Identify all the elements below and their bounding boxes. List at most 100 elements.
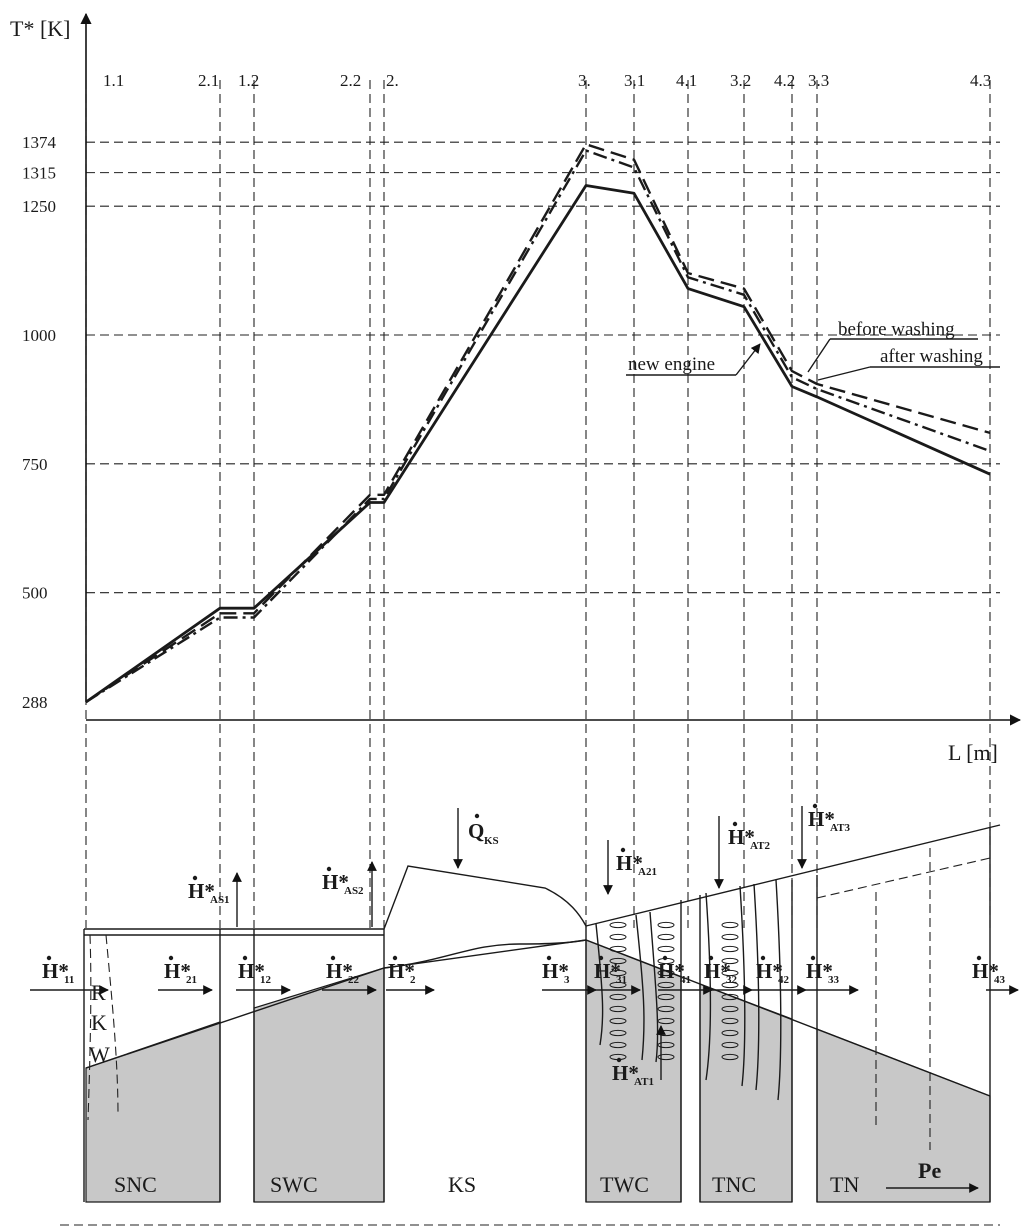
cooling-hole bbox=[657, 945, 675, 953]
flow-label-32-dot bbox=[708, 955, 714, 961]
cool-label-a21-text: H* bbox=[616, 851, 643, 875]
cooling-hole bbox=[657, 981, 675, 989]
flow-label-41-dot bbox=[662, 955, 668, 961]
cool-label-at2-text: H* bbox=[728, 825, 755, 849]
series-line-new-engine bbox=[85, 184, 991, 704]
x-axis-label: L [m] bbox=[948, 740, 998, 765]
tn-casing-dashed bbox=[816, 857, 991, 899]
flow-label-33-dot bbox=[810, 955, 816, 961]
flow-label-12-dot bbox=[242, 955, 248, 961]
station-label: 4.3 bbox=[970, 71, 991, 90]
flow-label-21: H*21 bbox=[164, 955, 197, 986]
cooling-hole bbox=[721, 1041, 739, 1049]
flow-label-43: H*43 bbox=[972, 955, 1006, 986]
y-tick-label: 500 bbox=[22, 584, 48, 603]
flow-label-2-text: H* bbox=[388, 959, 415, 983]
cooling-hole bbox=[609, 1005, 627, 1013]
section-label-snc: SNC bbox=[114, 1172, 157, 1197]
flow-label-43-text: H* bbox=[972, 959, 999, 983]
cool-label-at1-text: H* bbox=[612, 1061, 639, 1085]
flow-label-22-text: H* bbox=[326, 959, 353, 983]
twc-stator-blade bbox=[595, 923, 604, 1046]
tnc-rotor bbox=[753, 883, 760, 1091]
cooling-hole bbox=[721, 993, 739, 1001]
bleed-label-as2-sub: AS2 bbox=[344, 885, 364, 897]
section-label-twc: TWC bbox=[600, 1172, 649, 1197]
legend-arrow-new bbox=[735, 343, 761, 376]
enthalpy-flows: H*11 H*21 H*12 H*22 H*2 H*3 H*31 H*41 H*32 H*42 H*… bbox=[30, 803, 1019, 1088]
flow-label-42-sub: 42 bbox=[778, 974, 790, 986]
station-label: 4.2 bbox=[774, 71, 795, 90]
cooling-hole bbox=[609, 1017, 627, 1025]
tnc-blade-left bbox=[705, 892, 712, 1081]
legend-leader-after-diag bbox=[817, 366, 871, 381]
flow-label-3-text: H* bbox=[542, 959, 569, 983]
flow-label-32-sub: 32 bbox=[726, 974, 738, 986]
y-tick-label: 1374 bbox=[22, 133, 57, 152]
section-label-tnc: TNC bbox=[712, 1172, 756, 1197]
rkw-letter-k: K bbox=[91, 1010, 107, 1035]
station-label: 1.2 bbox=[238, 71, 259, 90]
flow-label-33-sub: 33 bbox=[828, 974, 840, 986]
engine-schematic: R K W SNC SWC KS TWC TNC TN Pe H*11 H*21 H… bbox=[30, 803, 1019, 1226]
flow-label-42: H*42 bbox=[756, 955, 790, 986]
flow-label-12-sub: 12 bbox=[260, 974, 272, 986]
flow-label-21-sub: 21 bbox=[186, 974, 197, 986]
cool-label-at1-sub: AT1 bbox=[634, 1076, 654, 1088]
flow-label-21-dot bbox=[168, 955, 174, 961]
y-tick-label: 1250 bbox=[22, 197, 56, 216]
station-label: 2.2 bbox=[340, 71, 361, 90]
bleed-label-as1-dot bbox=[192, 875, 198, 881]
cool-label-at2-sub: AT2 bbox=[750, 840, 770, 852]
bleed-label-as1-text: H* bbox=[188, 879, 215, 903]
flow-label-43-sub: 43 bbox=[994, 974, 1006, 986]
cooling-hole bbox=[721, 1017, 739, 1025]
twc-rotor-left bbox=[635, 914, 645, 1061]
y-axis-label-text: T* [K] bbox=[10, 16, 70, 41]
cooling-hole bbox=[609, 933, 627, 941]
legend-before-washing: before washing bbox=[838, 319, 955, 340]
bleed-label-as2-dot bbox=[326, 866, 332, 872]
flow-label-31-sub: 31 bbox=[616, 974, 627, 986]
legend: before washing after washing new engine bbox=[626, 319, 1000, 381]
cooling-hole bbox=[609, 993, 627, 1001]
y-tick-label: 1000 bbox=[22, 326, 56, 345]
rkw-letter-r: R bbox=[91, 980, 106, 1005]
section-label-swc: SWC bbox=[270, 1172, 318, 1197]
station-label: 3.1 bbox=[624, 71, 645, 90]
flow-label-2-dot bbox=[392, 955, 398, 961]
flow-label-41-sub: 41 bbox=[680, 974, 691, 986]
cooling-hole bbox=[721, 957, 739, 965]
cooling-hole bbox=[657, 1005, 675, 1013]
cooling-hole bbox=[721, 933, 739, 941]
station-label: 2. bbox=[386, 71, 399, 90]
flow-label-33: H*33 bbox=[806, 955, 840, 986]
cool-label-at1: H*AT1 bbox=[612, 1057, 654, 1088]
cooling-hole bbox=[721, 1029, 739, 1037]
flow-label-41: H*41 bbox=[658, 955, 691, 986]
flow-label-21-text: H* bbox=[164, 959, 191, 983]
cooling-hole bbox=[721, 1053, 739, 1061]
rkw-curve-left bbox=[87, 934, 92, 1121]
cool-label-at3: H*AT3 bbox=[808, 803, 850, 834]
heat-label-ks-text: Q bbox=[468, 819, 484, 843]
flow-label-11-text: H* bbox=[42, 959, 69, 983]
flow-label-43-dot bbox=[976, 955, 982, 961]
flow-label-2-sub: 2 bbox=[410, 974, 416, 986]
cooling-hole bbox=[609, 1041, 627, 1049]
rkw-curve-right bbox=[105, 934, 119, 1116]
flow-label-11-sub: 11 bbox=[64, 974, 74, 986]
flow-label-3: H*3 bbox=[542, 955, 570, 986]
flow-label-12-text: H* bbox=[238, 959, 265, 983]
section-label-tn: TN bbox=[830, 1172, 859, 1197]
y-tick-label: 288 bbox=[22, 693, 48, 712]
cooling-hole bbox=[609, 945, 627, 953]
temperature-series bbox=[85, 143, 991, 704]
ks-inner-wall bbox=[383, 939, 587, 969]
tnc-blade-right bbox=[739, 885, 746, 1087]
flow-label-42-text: H* bbox=[756, 959, 783, 983]
cooling-hole bbox=[657, 993, 675, 1001]
cooling-hole bbox=[657, 933, 675, 941]
cooling-hole bbox=[721, 981, 739, 989]
